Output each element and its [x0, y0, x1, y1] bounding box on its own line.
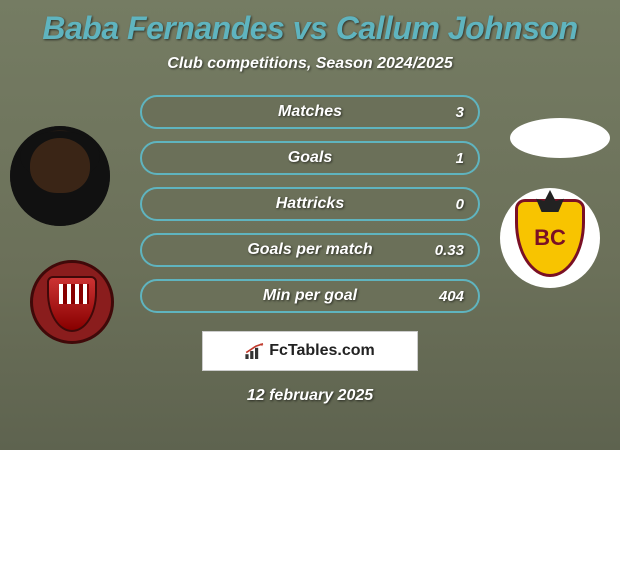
stat-row: Min per goal 404	[140, 279, 480, 313]
brand-watermark: FcTables.com	[202, 331, 418, 371]
stat-right-value: 3	[456, 104, 464, 121]
brand-text: FcTables.com	[269, 342, 375, 360]
stat-label: Hattricks	[276, 195, 344, 213]
stat-row: Goals per match 0.33	[140, 233, 480, 267]
stat-label: Matches	[278, 103, 342, 121]
stat-right-value: 0	[456, 196, 464, 213]
stat-label: Goals	[288, 149, 332, 167]
page-title: Baba Fernandes vs Callum Johnson	[0, 10, 620, 47]
subtitle: Club competitions, Season 2024/2025	[0, 55, 620, 73]
comparison-card: Baba Fernandes vs Callum Johnson Club co…	[0, 0, 620, 450]
stat-right-value: 404	[439, 288, 464, 305]
player-left-face	[10, 126, 110, 226]
stat-right-value: 0.33	[435, 242, 464, 259]
player-left-photo	[10, 126, 110, 226]
stats-list: Matches 3 Goals 1 Hattricks 0 Goals per match 0…	[140, 95, 480, 313]
stat-label: Goals per match	[247, 241, 372, 259]
crest-left-shield	[47, 276, 97, 332]
crest-right-shield: BC	[515, 199, 585, 277]
stat-row: Matches 3	[140, 95, 480, 129]
stat-label: Min per goal	[263, 287, 357, 305]
date-line: 12 february 2025	[0, 387, 620, 405]
player-right-photo	[510, 118, 610, 158]
club-crest-right: BC	[500, 188, 600, 288]
stat-row: Goals 1	[140, 141, 480, 175]
stat-row: Hattricks 0	[140, 187, 480, 221]
stat-right-value: 1	[456, 150, 464, 167]
brand-icon	[245, 343, 265, 359]
club-crest-left	[30, 260, 114, 344]
